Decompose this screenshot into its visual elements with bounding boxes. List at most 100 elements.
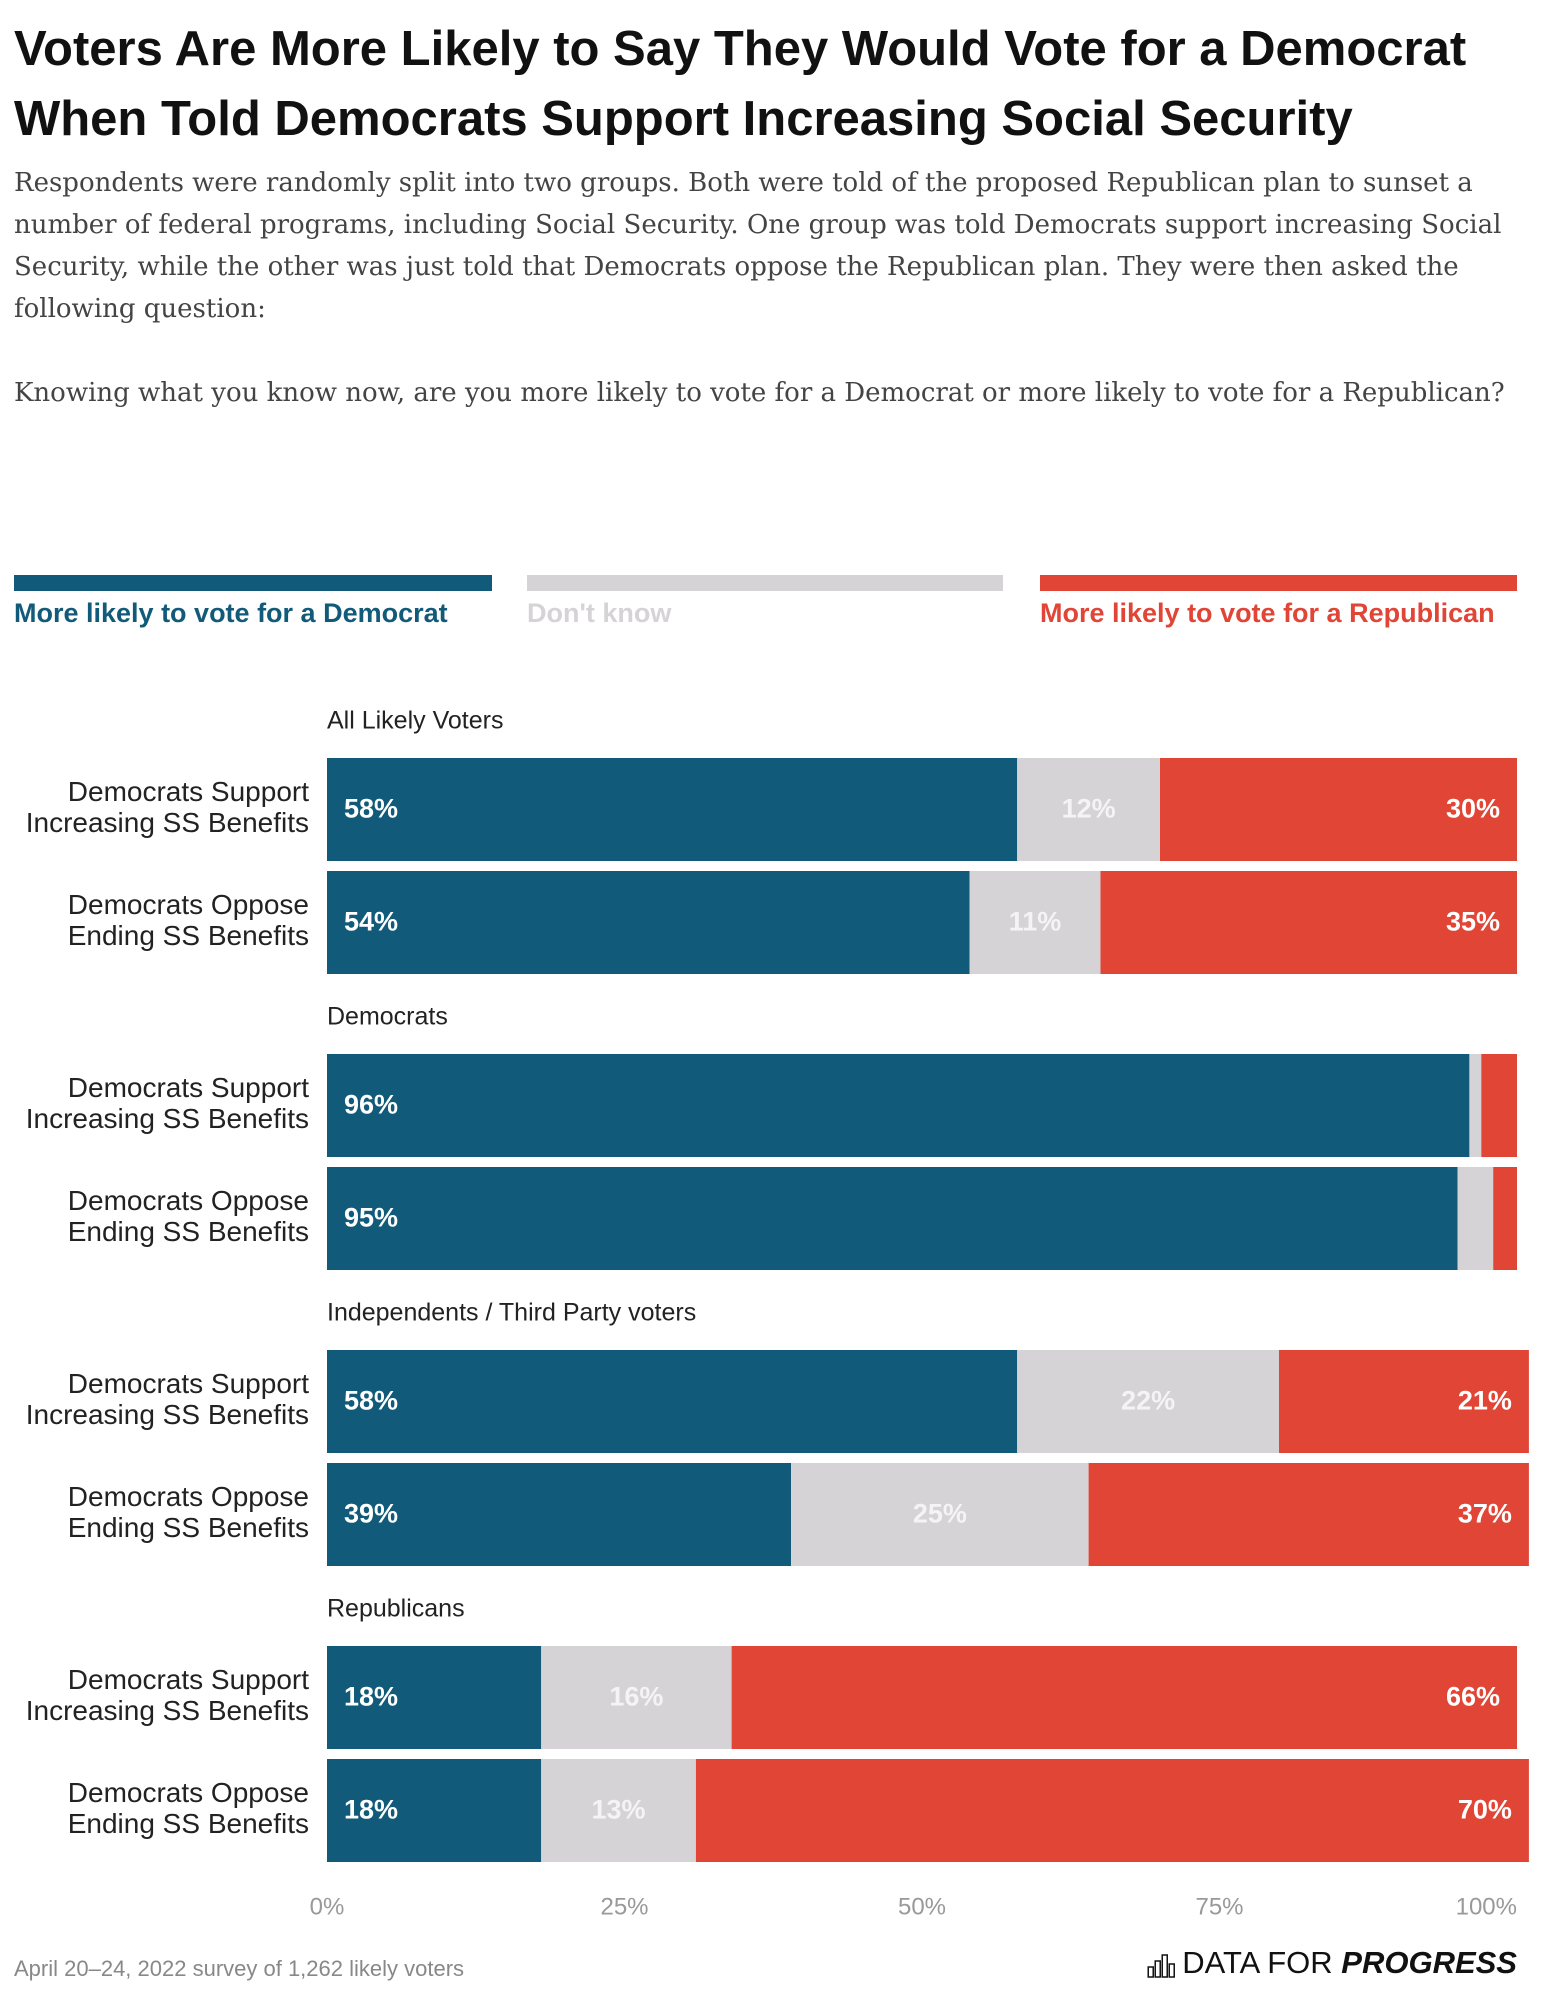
category-line: Democrats Oppose bbox=[68, 1481, 309, 1512]
category-line: Increasing SS Benefits bbox=[26, 1399, 309, 1430]
legend-swatch bbox=[1040, 575, 1517, 591]
value-label: 70% bbox=[1458, 1795, 1512, 1825]
value-label: 18% bbox=[344, 1682, 398, 1712]
legend-label: More likely to vote for a Republican bbox=[1040, 598, 1495, 628]
legend-swatch bbox=[14, 575, 492, 591]
bar-segment bbox=[541, 1646, 732, 1749]
bar-segment bbox=[541, 1759, 696, 1862]
category-line: Ending SS Benefits bbox=[68, 920, 309, 951]
category-line: Ending SS Benefits bbox=[68, 1216, 309, 1247]
value-label: 35% bbox=[1446, 907, 1500, 937]
bar-segment bbox=[327, 871, 970, 974]
category-line: Increasing SS Benefits bbox=[26, 1695, 309, 1726]
bar-segment bbox=[327, 1463, 792, 1566]
bar-segment bbox=[1481, 1054, 1517, 1157]
bar-segment bbox=[1493, 1167, 1517, 1270]
logo-icon bbox=[1154, 1960, 1161, 1978]
bar-segment bbox=[1017, 1350, 1279, 1453]
legend-swatch bbox=[527, 575, 1003, 591]
category-line: Increasing SS Benefits bbox=[26, 1103, 309, 1134]
value-label: 21% bbox=[1458, 1386, 1512, 1416]
bar-segment bbox=[1017, 758, 1160, 861]
value-label: 37% bbox=[1458, 1499, 1512, 1529]
x-tick-label: 0% bbox=[310, 1893, 345, 1920]
bar-segment bbox=[969, 871, 1101, 974]
chart-title: Voters Are More Likely to Say They Would… bbox=[14, 22, 1467, 146]
value-label: 58% bbox=[344, 1386, 398, 1416]
category-line: Democrats Oppose bbox=[68, 889, 309, 920]
category-line: Increasing SS Benefits bbox=[26, 807, 309, 838]
bar-segment bbox=[1100, 871, 1517, 974]
value-label: 18% bbox=[344, 1795, 398, 1825]
bar-segment bbox=[695, 1759, 1529, 1862]
category-line: Ending SS Benefits bbox=[68, 1808, 309, 1839]
category-line: Democrats Oppose bbox=[68, 1185, 309, 1216]
group-label: Independents / Third Party voters bbox=[327, 1299, 696, 1327]
category-label: Democrats Oppose Ending SS Benefits bbox=[68, 1777, 309, 1839]
logo: DATA FOR PROGRESS bbox=[1182, 1945, 1517, 1980]
group-label: Democrats bbox=[327, 1003, 448, 1031]
value-label: 13% bbox=[592, 1795, 646, 1825]
category-label: Democrats Support Increasing SS Benefits bbox=[26, 1664, 309, 1726]
category-label: Democrats Oppose Ending SS Benefits bbox=[68, 889, 309, 951]
value-label: 39% bbox=[344, 1499, 398, 1529]
category-label: Democrats Oppose Ending SS Benefits bbox=[68, 1481, 309, 1543]
category-label: Democrats Support Increasing SS Benefits bbox=[26, 1072, 309, 1134]
logo-icon bbox=[1147, 1966, 1154, 1978]
group-label: All Likely Voters bbox=[327, 707, 503, 735]
value-label: 16% bbox=[609, 1682, 663, 1712]
group-label: Republicans bbox=[327, 1595, 465, 1623]
bar-segment bbox=[327, 758, 1018, 861]
value-label: 58% bbox=[344, 794, 398, 824]
chart-subtitle: Respondents were randomly split into two… bbox=[14, 168, 1502, 324]
legend-line: Don't know bbox=[527, 598, 672, 628]
bar-segment bbox=[1160, 758, 1517, 861]
value-label: 96% bbox=[344, 1090, 398, 1120]
legend-line: More likely to vote for a Democrat bbox=[14, 598, 448, 628]
question: Knowing what you know now, are you more … bbox=[14, 378, 1505, 408]
bar-segment bbox=[327, 1350, 1018, 1453]
bar-segment bbox=[731, 1646, 1517, 1749]
bar-segment bbox=[327, 1167, 1458, 1270]
category-line: Democrats Support bbox=[68, 1072, 309, 1103]
legend-label: More likely to vote for a Democrat bbox=[14, 598, 448, 628]
category-line: Democrats Support bbox=[68, 1368, 309, 1399]
header: Voters Are More Likely to Say They Would… bbox=[14, 14, 1534, 414]
logo-part: DATA FOR bbox=[1182, 1945, 1332, 1980]
bar-segment bbox=[1457, 1167, 1494, 1270]
category-line: Democrats Oppose bbox=[68, 1777, 309, 1808]
bar-segment bbox=[327, 1759, 542, 1862]
footnote: April 20–24, 2022 survey of 1,262 likely… bbox=[14, 1956, 464, 1981]
logo-icon bbox=[1168, 1963, 1175, 1978]
bar-segment bbox=[1279, 1350, 1529, 1453]
logo-gap bbox=[1333, 1945, 1342, 1980]
x-tick-label: 50% bbox=[898, 1893, 946, 1920]
bar-segment bbox=[791, 1463, 1089, 1566]
category-line: Democrats Support bbox=[68, 776, 309, 807]
value-label: 12% bbox=[1062, 794, 1116, 824]
category-label: Democrats Oppose Ending SS Benefits bbox=[68, 1185, 309, 1247]
value-label: 66% bbox=[1446, 1682, 1500, 1712]
category-line: Ending SS Benefits bbox=[68, 1512, 309, 1543]
bar-segment bbox=[327, 1646, 542, 1749]
legend-label: Don't know bbox=[527, 598, 672, 628]
bar-segment bbox=[1088, 1463, 1529, 1566]
value-label: 54% bbox=[344, 907, 398, 937]
x-tick-label: 25% bbox=[600, 1893, 648, 1920]
value-label: 22% bbox=[1121, 1386, 1175, 1416]
category-label: Democrats Support Increasing SS Benefits bbox=[26, 1368, 309, 1430]
value-label: 25% bbox=[913, 1499, 967, 1529]
bar-segment bbox=[1469, 1054, 1482, 1157]
x-tick-label: 75% bbox=[1195, 1893, 1243, 1920]
category-line: Democrats Support bbox=[68, 1664, 309, 1695]
logo-part: PROGRESS bbox=[1341, 1945, 1517, 1980]
value-label: 95% bbox=[344, 1203, 398, 1233]
value-label: 11% bbox=[1009, 907, 1062, 937]
category-label: Democrats Support Increasing SS Benefits bbox=[26, 776, 309, 838]
x-tick-label: 100% bbox=[1456, 1893, 1517, 1920]
logo-icon bbox=[1161, 1954, 1168, 1978]
bar-segment bbox=[327, 1054, 1470, 1157]
value-label: 30% bbox=[1446, 794, 1500, 824]
